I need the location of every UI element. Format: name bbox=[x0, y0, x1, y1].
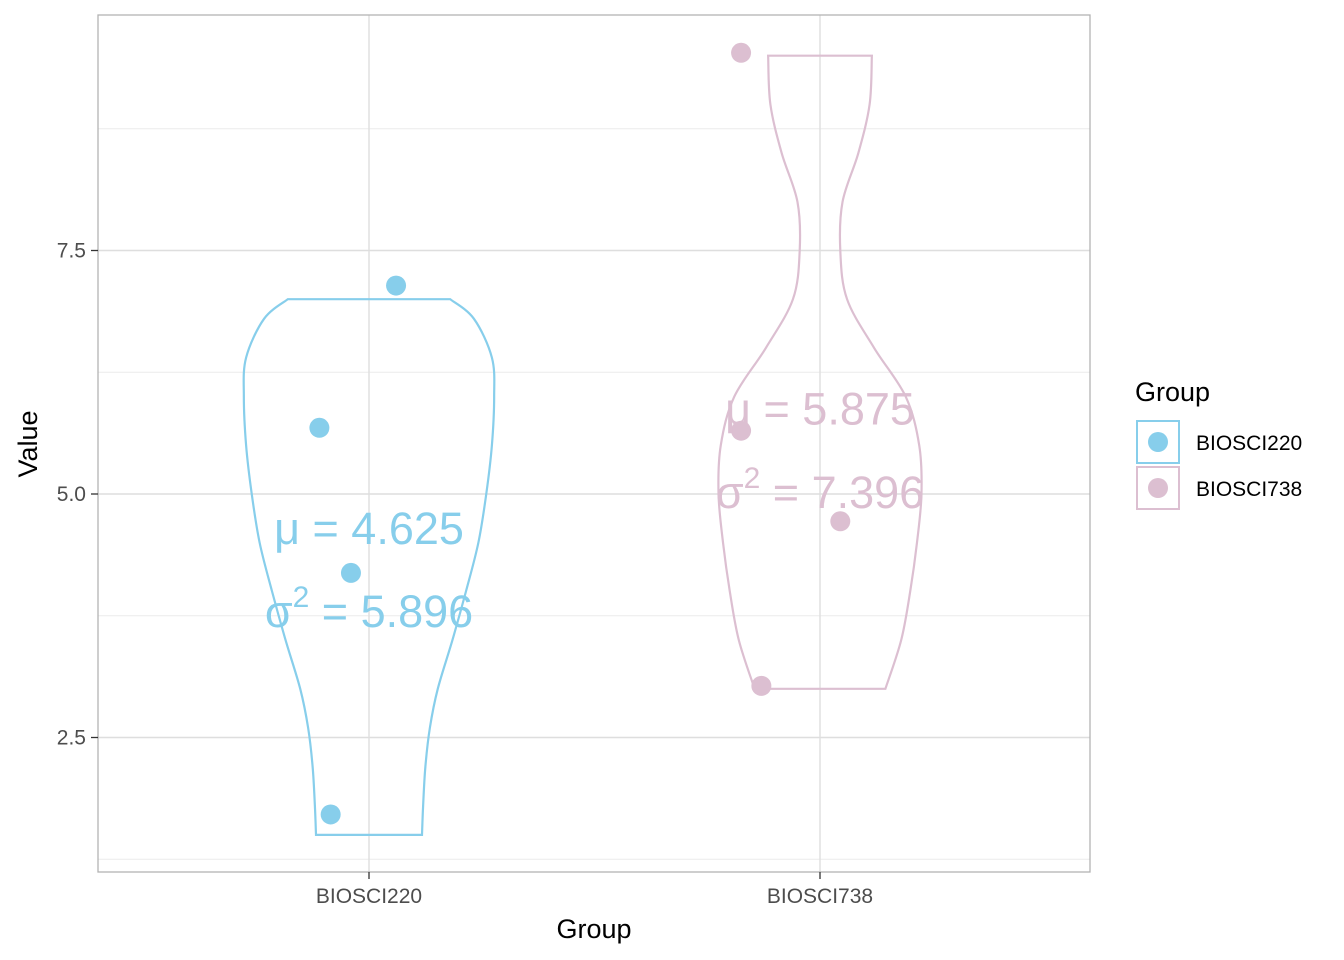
legend-point-biosci220 bbox=[1148, 432, 1168, 452]
legend: Group BIOSCI220 BIOSCI738 bbox=[1135, 377, 1302, 510]
data-point-biosci220 bbox=[320, 804, 341, 825]
variance-label-biosci220: σ2 = 5.896 bbox=[265, 581, 473, 637]
x-tick-label-biosci738: BIOSCI738 bbox=[767, 885, 873, 908]
data-point-biosci220 bbox=[309, 417, 330, 438]
y-axis-title: Value bbox=[13, 410, 43, 477]
data-point-biosci738 bbox=[731, 42, 752, 63]
violin-biosci220 bbox=[242, 298, 496, 836]
stat-annotations: μ = 4.625 σ2 = 5.896 μ = 5.875 σ2 = 7.396 bbox=[265, 383, 924, 637]
data-point-biosci738 bbox=[830, 511, 851, 532]
data-point-biosci220 bbox=[386, 275, 407, 296]
x-axis-title: Group bbox=[556, 914, 631, 944]
data-point-biosci738 bbox=[731, 420, 752, 441]
grid-lines bbox=[98, 15, 1090, 872]
data-point-biosci738 bbox=[751, 675, 772, 696]
panel-border bbox=[97, 14, 1091, 873]
data-point-biosci220 bbox=[340, 562, 361, 583]
legend-title: Group bbox=[1135, 377, 1210, 407]
legend-point-biosci738 bbox=[1148, 478, 1168, 498]
variance-label-biosci738: σ2 = 7.396 bbox=[716, 462, 924, 518]
violins bbox=[242, 54, 923, 836]
y-tick-label: 5.0 bbox=[57, 483, 86, 506]
x-tick-label-biosci220: BIOSCI220 bbox=[316, 885, 422, 908]
axes: 2.5 5.0 7.5 BIOSCI220 BIOSCI738 bbox=[57, 240, 873, 909]
y-tick-label: 2.5 bbox=[57, 727, 86, 750]
data-points bbox=[309, 42, 851, 825]
mean-label-biosci738: μ = 5.875 bbox=[725, 383, 915, 434]
y-tick-label: 7.5 bbox=[57, 240, 86, 263]
legend-label-biosci738: BIOSCI738 bbox=[1196, 478, 1302, 501]
violin-biosci738 bbox=[717, 54, 923, 690]
legend-label-biosci220: BIOSCI220 bbox=[1196, 432, 1302, 455]
mean-label-biosci220: μ = 4.625 bbox=[274, 503, 464, 554]
